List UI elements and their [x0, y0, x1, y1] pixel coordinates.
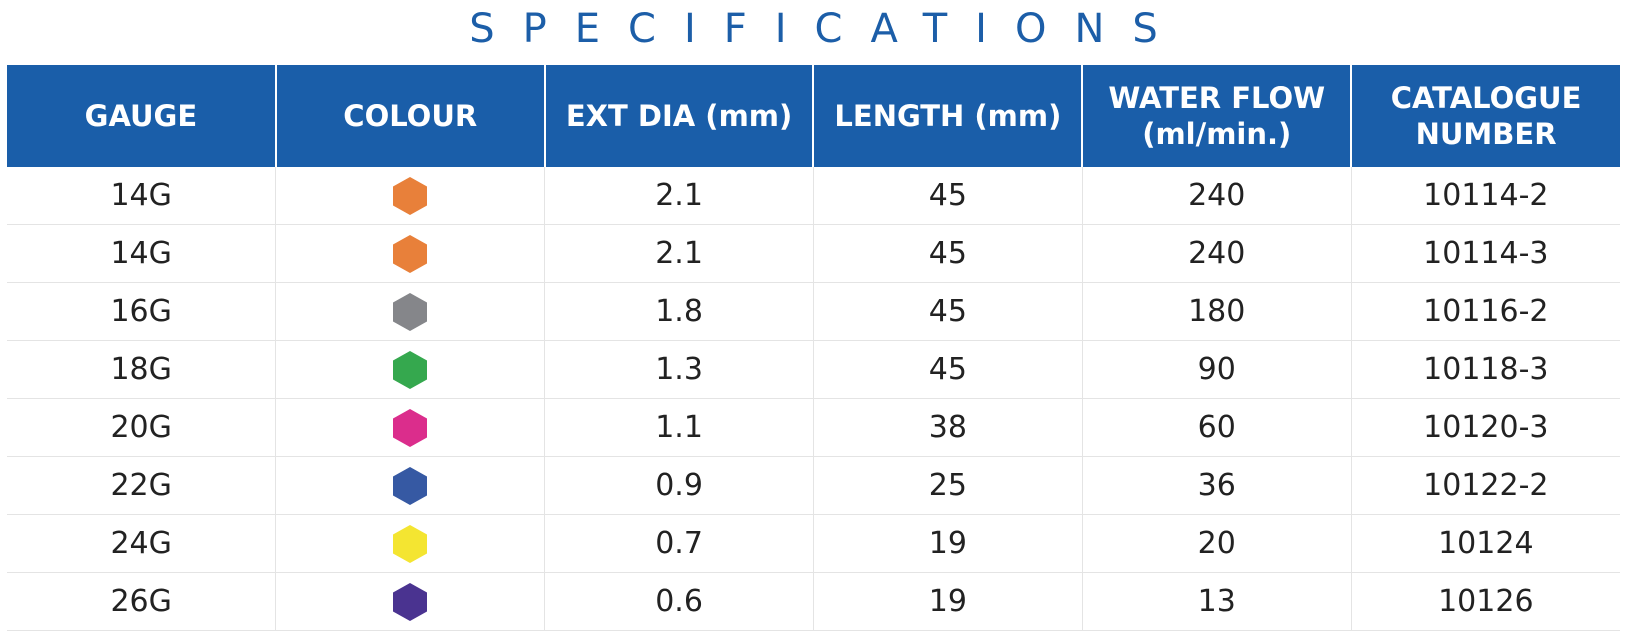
table-row: 26G 0.6 19 13 10126: [7, 572, 1620, 631]
ext-dia-cell: 0.7: [544, 514, 814, 573]
table-row: 14G 2.1 45 240 10114-3: [7, 224, 1620, 283]
colour-swatch: [393, 408, 428, 447]
catalogue-cell: 10122-2: [1350, 456, 1620, 515]
hexagon: [393, 466, 428, 505]
hexagon: [393, 176, 428, 215]
water-flow-cell: 60: [1081, 398, 1352, 457]
gauge-cell: 18G: [7, 340, 276, 399]
title: SPECIFICATIONS: [469, 6, 1186, 52]
length-cell: 45: [812, 282, 1083, 341]
ext-dia-cell: 2.1: [544, 167, 814, 225]
catalogue-cell: 10124: [1350, 514, 1620, 573]
water-flow-cell: 240: [1081, 167, 1352, 225]
length-cell: 19: [812, 514, 1083, 573]
colour-cell: [275, 340, 545, 399]
colour-swatch: [393, 466, 428, 505]
gauge-cell: 14G: [7, 224, 276, 283]
length-cell: 19: [812, 572, 1083, 631]
colour-cell: [275, 224, 545, 283]
length-cell: 45: [812, 224, 1083, 283]
colour-cell: [275, 398, 545, 457]
hexagon: [393, 582, 428, 621]
hexagon: [393, 524, 428, 563]
ext-dia-cell: 2.1: [544, 224, 814, 283]
water-flow-cell: 36: [1081, 456, 1352, 515]
water-flow-cell: 13: [1081, 572, 1352, 631]
length-cell: 25: [812, 456, 1083, 515]
water-flow-cell: 240: [1081, 224, 1352, 283]
column-header: LENGTH (mm): [812, 65, 1083, 167]
spec-table: GAUGE COLOUR EXT DIA (mm) LENGTH (mm) WATER …: [7, 65, 1620, 631]
column-header: COLOUR: [274, 65, 545, 167]
colour-cell: [275, 282, 545, 341]
ext-dia-cell: 0.6: [544, 572, 814, 631]
table-row: 24G 0.7 19 20 10124: [7, 514, 1620, 573]
catalogue-cell: 10120-3: [1350, 398, 1620, 457]
catalogue-cell: 10116-2: [1350, 282, 1620, 341]
colour-swatch: [393, 350, 428, 389]
colour-swatch: [393, 234, 428, 273]
column-header: CATALOGUE NUMBER: [1350, 65, 1620, 167]
hexagon: [393, 292, 428, 331]
catalogue-cell: 10114-3: [1350, 224, 1620, 283]
colour-swatch: [393, 292, 428, 331]
gauge-cell: 14G: [7, 167, 276, 225]
gauge-cell: 24G: [7, 514, 276, 573]
colour-swatch: [393, 582, 428, 621]
hexagon: [393, 234, 428, 273]
table-row: 16G 1.8 45 180 10116-2: [7, 282, 1620, 341]
ext-dia-cell: 1.1: [544, 398, 814, 457]
water-flow-cell: 20: [1081, 514, 1352, 573]
catalogue-cell: 10114-2: [1350, 167, 1620, 225]
water-flow-cell: 180: [1081, 282, 1352, 341]
catalogue-cell: 10118-3: [1350, 340, 1620, 399]
length-cell: 38: [812, 398, 1083, 457]
table-row: 14G 2.1 45 240 10114-2: [7, 167, 1620, 225]
hexagon: [393, 408, 428, 447]
column-header: WATER FLOW (ml/min.): [1081, 65, 1352, 167]
colour-cell: [275, 167, 545, 225]
table-body: 14G 2.1 45 240 10114-2 14G 2.1 45 240 10114-3 16G 1…: [7, 167, 1620, 631]
column-header: EXT DIA (mm): [543, 65, 814, 167]
colour-cell: [275, 572, 545, 631]
table-row: 20G 1.1 38 60 10120-3: [7, 398, 1620, 457]
water-flow-cell: 90: [1081, 340, 1352, 399]
length-cell: 45: [812, 340, 1083, 399]
colour-cell: [275, 456, 545, 515]
ext-dia-cell: 1.3: [544, 340, 814, 399]
column-header: GAUGE: [7, 65, 276, 167]
colour-cell: [275, 514, 545, 573]
table-row: 22G 0.9 25 36 10122-2: [7, 456, 1620, 515]
gauge-cell: 22G: [7, 456, 276, 515]
header-row: GAUGE COLOUR EXT DIA (mm) LENGTH (mm) WATER …: [7, 65, 1620, 167]
catalogue-cell: 10126: [1350, 572, 1620, 631]
table-row: 18G 1.3 45 90 10118-3: [7, 340, 1620, 399]
hexagon: [393, 350, 428, 389]
ext-dia-cell: 1.8: [544, 282, 814, 341]
gauge-cell: 26G: [7, 572, 276, 631]
length-cell: 45: [812, 167, 1083, 225]
gauge-cell: 20G: [7, 398, 276, 457]
gauge-cell: 16G: [7, 282, 276, 341]
colour-swatch: [393, 524, 428, 563]
ext-dia-cell: 0.9: [544, 456, 814, 515]
colour-swatch: [393, 176, 428, 215]
